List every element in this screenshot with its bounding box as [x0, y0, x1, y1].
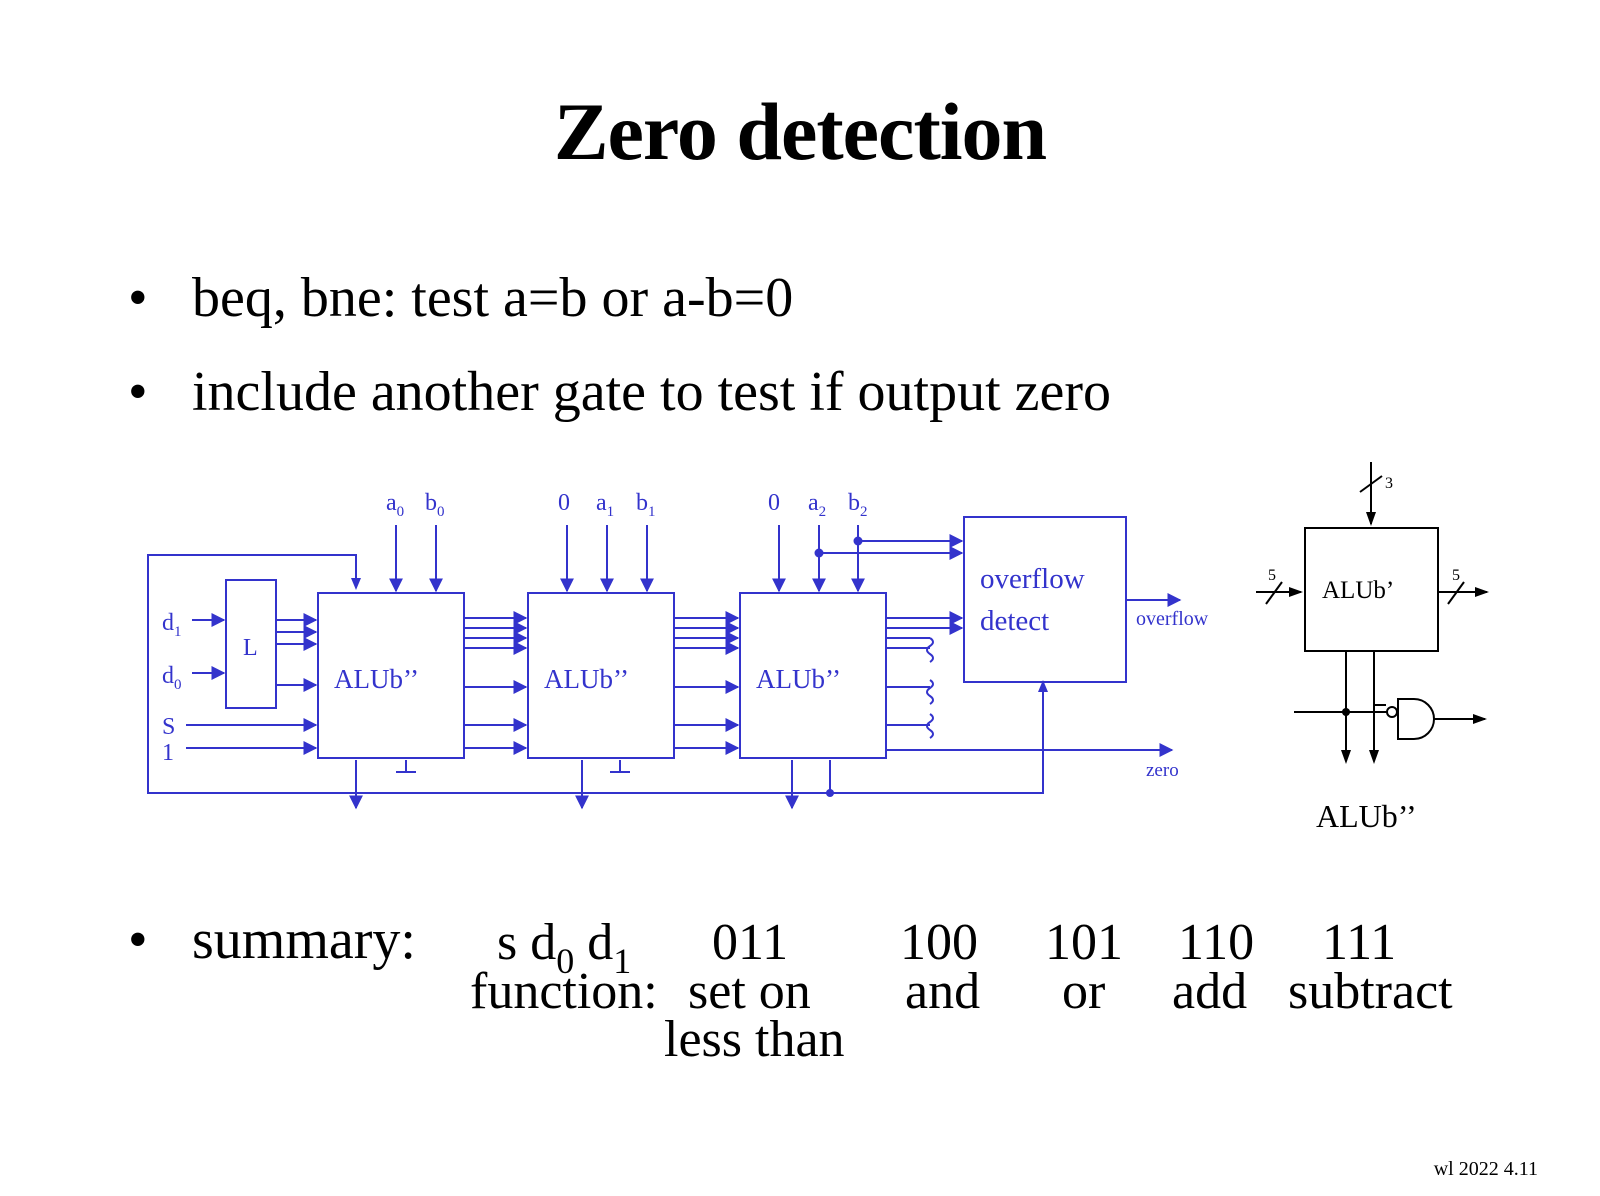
break-symbol [926, 637, 934, 663]
input-b1-text: b [636, 490, 648, 516]
summary-code: 110 [1178, 914, 1255, 971]
input-d0-label: d0 [162, 663, 182, 693]
bullet-dot: • [128, 267, 148, 329]
input-d1-sub: 1 [174, 624, 182, 640]
arrow-head [1475, 587, 1489, 597]
latch-label: L [243, 635, 258, 661]
input-b2-text: b [848, 490, 860, 516]
side-alub-label: ALUb’ [1322, 577, 1394, 604]
input-a2-label: a2 [808, 490, 826, 520]
input-zero-label: 0 [768, 490, 780, 516]
side-bus-in-width: 5 [1268, 567, 1276, 584]
side-alub-diagram [1256, 462, 1489, 764]
bullet-dot: • [128, 909, 148, 971]
summary-function-label: function: [470, 963, 658, 1020]
summary-header: s d0 d1 [497, 914, 631, 980]
arrow-head [1473, 714, 1487, 724]
arrow-head [1341, 750, 1351, 764]
bullet-text: beq, bne: test a=b or a-b=0 [192, 267, 794, 329]
input-b1-sub: 1 [648, 504, 656, 520]
inverter-bubble [1386, 706, 1398, 718]
input-a0-label: a0 [386, 490, 404, 520]
overflow-output-label: overflow [1136, 608, 1209, 630]
input-b0-text: b [425, 490, 437, 516]
input-zero-label: 0 [558, 490, 570, 516]
input-b0-label: b0 [425, 490, 445, 520]
alu-block-2 [739, 592, 887, 759]
summary-header-s-d: s d [497, 914, 557, 971]
bus-alu0-alu1 [464, 611, 528, 755]
side-bus-out-width: 5 [1452, 567, 1460, 584]
input-d1-label: d1 [162, 610, 182, 640]
and-gate-icon [1397, 698, 1435, 740]
input-b0-sub: 0 [437, 504, 445, 520]
bullet-text: include another gate to test if output z… [192, 361, 1112, 423]
input-s-label: S [162, 714, 175, 740]
summary-code: 111 [1322, 914, 1397, 971]
arrow-head [1289, 587, 1303, 597]
alu-label: ALUb’’ [334, 664, 419, 694]
input-a2-text: a [808, 490, 819, 516]
slide-footer: wl 2022 4.11 [1433, 1158, 1538, 1180]
arrow-head [1366, 512, 1376, 526]
side-alub-block [1304, 527, 1439, 652]
alu-label: ALUb’’ [756, 664, 841, 694]
alu-block-1 [527, 592, 675, 759]
summary-function: subtract [1288, 963, 1453, 1020]
feedback-wire [147, 554, 1044, 794]
bus-slash [1265, 581, 1283, 605]
bus-alu1-alu2 [674, 611, 740, 755]
break-symbol [926, 713, 934, 739]
arrow-head [351, 578, 361, 590]
summary-header-sub0: 0 [556, 941, 575, 981]
overflow-detect-block [963, 516, 1127, 683]
summary-function: and [905, 963, 981, 1020]
summary-code: 101 [1045, 914, 1123, 971]
break-symbol [926, 679, 934, 705]
arrow-head [1369, 750, 1379, 764]
summary-code: 100 [900, 914, 978, 971]
bus-slash [1359, 475, 1383, 493]
summary-function: add [1172, 963, 1248, 1020]
bus-alu2-overflow [886, 611, 964, 726]
overflow-detect-label: overflow [980, 563, 1085, 595]
input-d0-text: d [162, 663, 174, 689]
input-a1-text: a [596, 490, 607, 516]
input-a1-sub: 1 [607, 504, 615, 520]
alu-block-0 [317, 592, 465, 759]
input-a0-text: a [386, 490, 397, 516]
input-b1-label: b1 [636, 490, 656, 520]
input-d1-text: d [162, 610, 174, 636]
summary-function: or [1062, 963, 1106, 1020]
side-bus-top-width: 3 [1385, 475, 1393, 492]
junction-dot [1342, 708, 1350, 716]
input-d0-sub: 0 [174, 677, 182, 693]
input-b2-sub: 2 [860, 504, 868, 520]
input-a2-sub: 2 [819, 504, 827, 520]
side-caption: ALUb’’ [1316, 798, 1417, 834]
overflow-detect-label: detect [980, 605, 1049, 637]
arrow-head [1038, 680, 1048, 692]
summary-function: set on [688, 963, 811, 1020]
summary-header-sub1: 1 [613, 941, 632, 981]
bus-slash [1447, 581, 1465, 605]
summary-header-d1: d [574, 914, 614, 971]
alu-label: ALUb’’ [544, 664, 629, 694]
input-a0-sub: 0 [397, 504, 405, 520]
input-1-label: 1 [162, 740, 174, 766]
bullet-dot: • [128, 361, 148, 423]
summary-code: 011 [712, 914, 789, 971]
input-b2-label: b2 [848, 490, 868, 520]
bullet-text: summary: [192, 909, 416, 971]
zero-output-label: zero [1146, 760, 1179, 781]
summary-function-line2: less than [664, 1011, 845, 1068]
input-a1-label: a1 [596, 490, 614, 520]
slide-title: Zero detection [553, 86, 1047, 177]
